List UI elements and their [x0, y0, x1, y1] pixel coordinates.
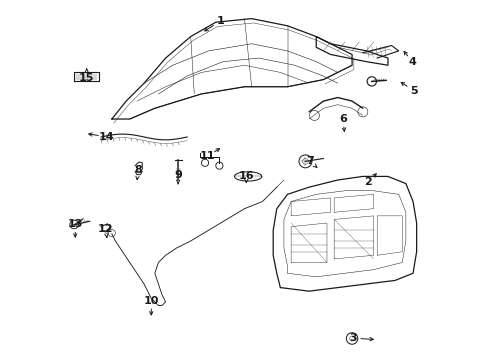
Text: 5: 5 [409, 86, 417, 96]
Text: 9: 9 [174, 170, 182, 180]
Text: 15: 15 [79, 73, 94, 83]
Text: 13: 13 [67, 219, 83, 229]
Text: 4: 4 [408, 57, 416, 67]
Text: 3: 3 [348, 333, 356, 343]
Text: 12: 12 [98, 224, 113, 234]
Text: 14: 14 [99, 132, 114, 142]
Text: 1: 1 [216, 16, 224, 26]
Text: 11: 11 [200, 151, 215, 161]
Text: 7: 7 [305, 156, 313, 166]
Text: 10: 10 [143, 296, 159, 306]
Text: 16: 16 [238, 171, 254, 181]
Text: 2: 2 [364, 177, 371, 187]
Text: 8: 8 [134, 165, 142, 175]
Text: 6: 6 [338, 114, 346, 124]
